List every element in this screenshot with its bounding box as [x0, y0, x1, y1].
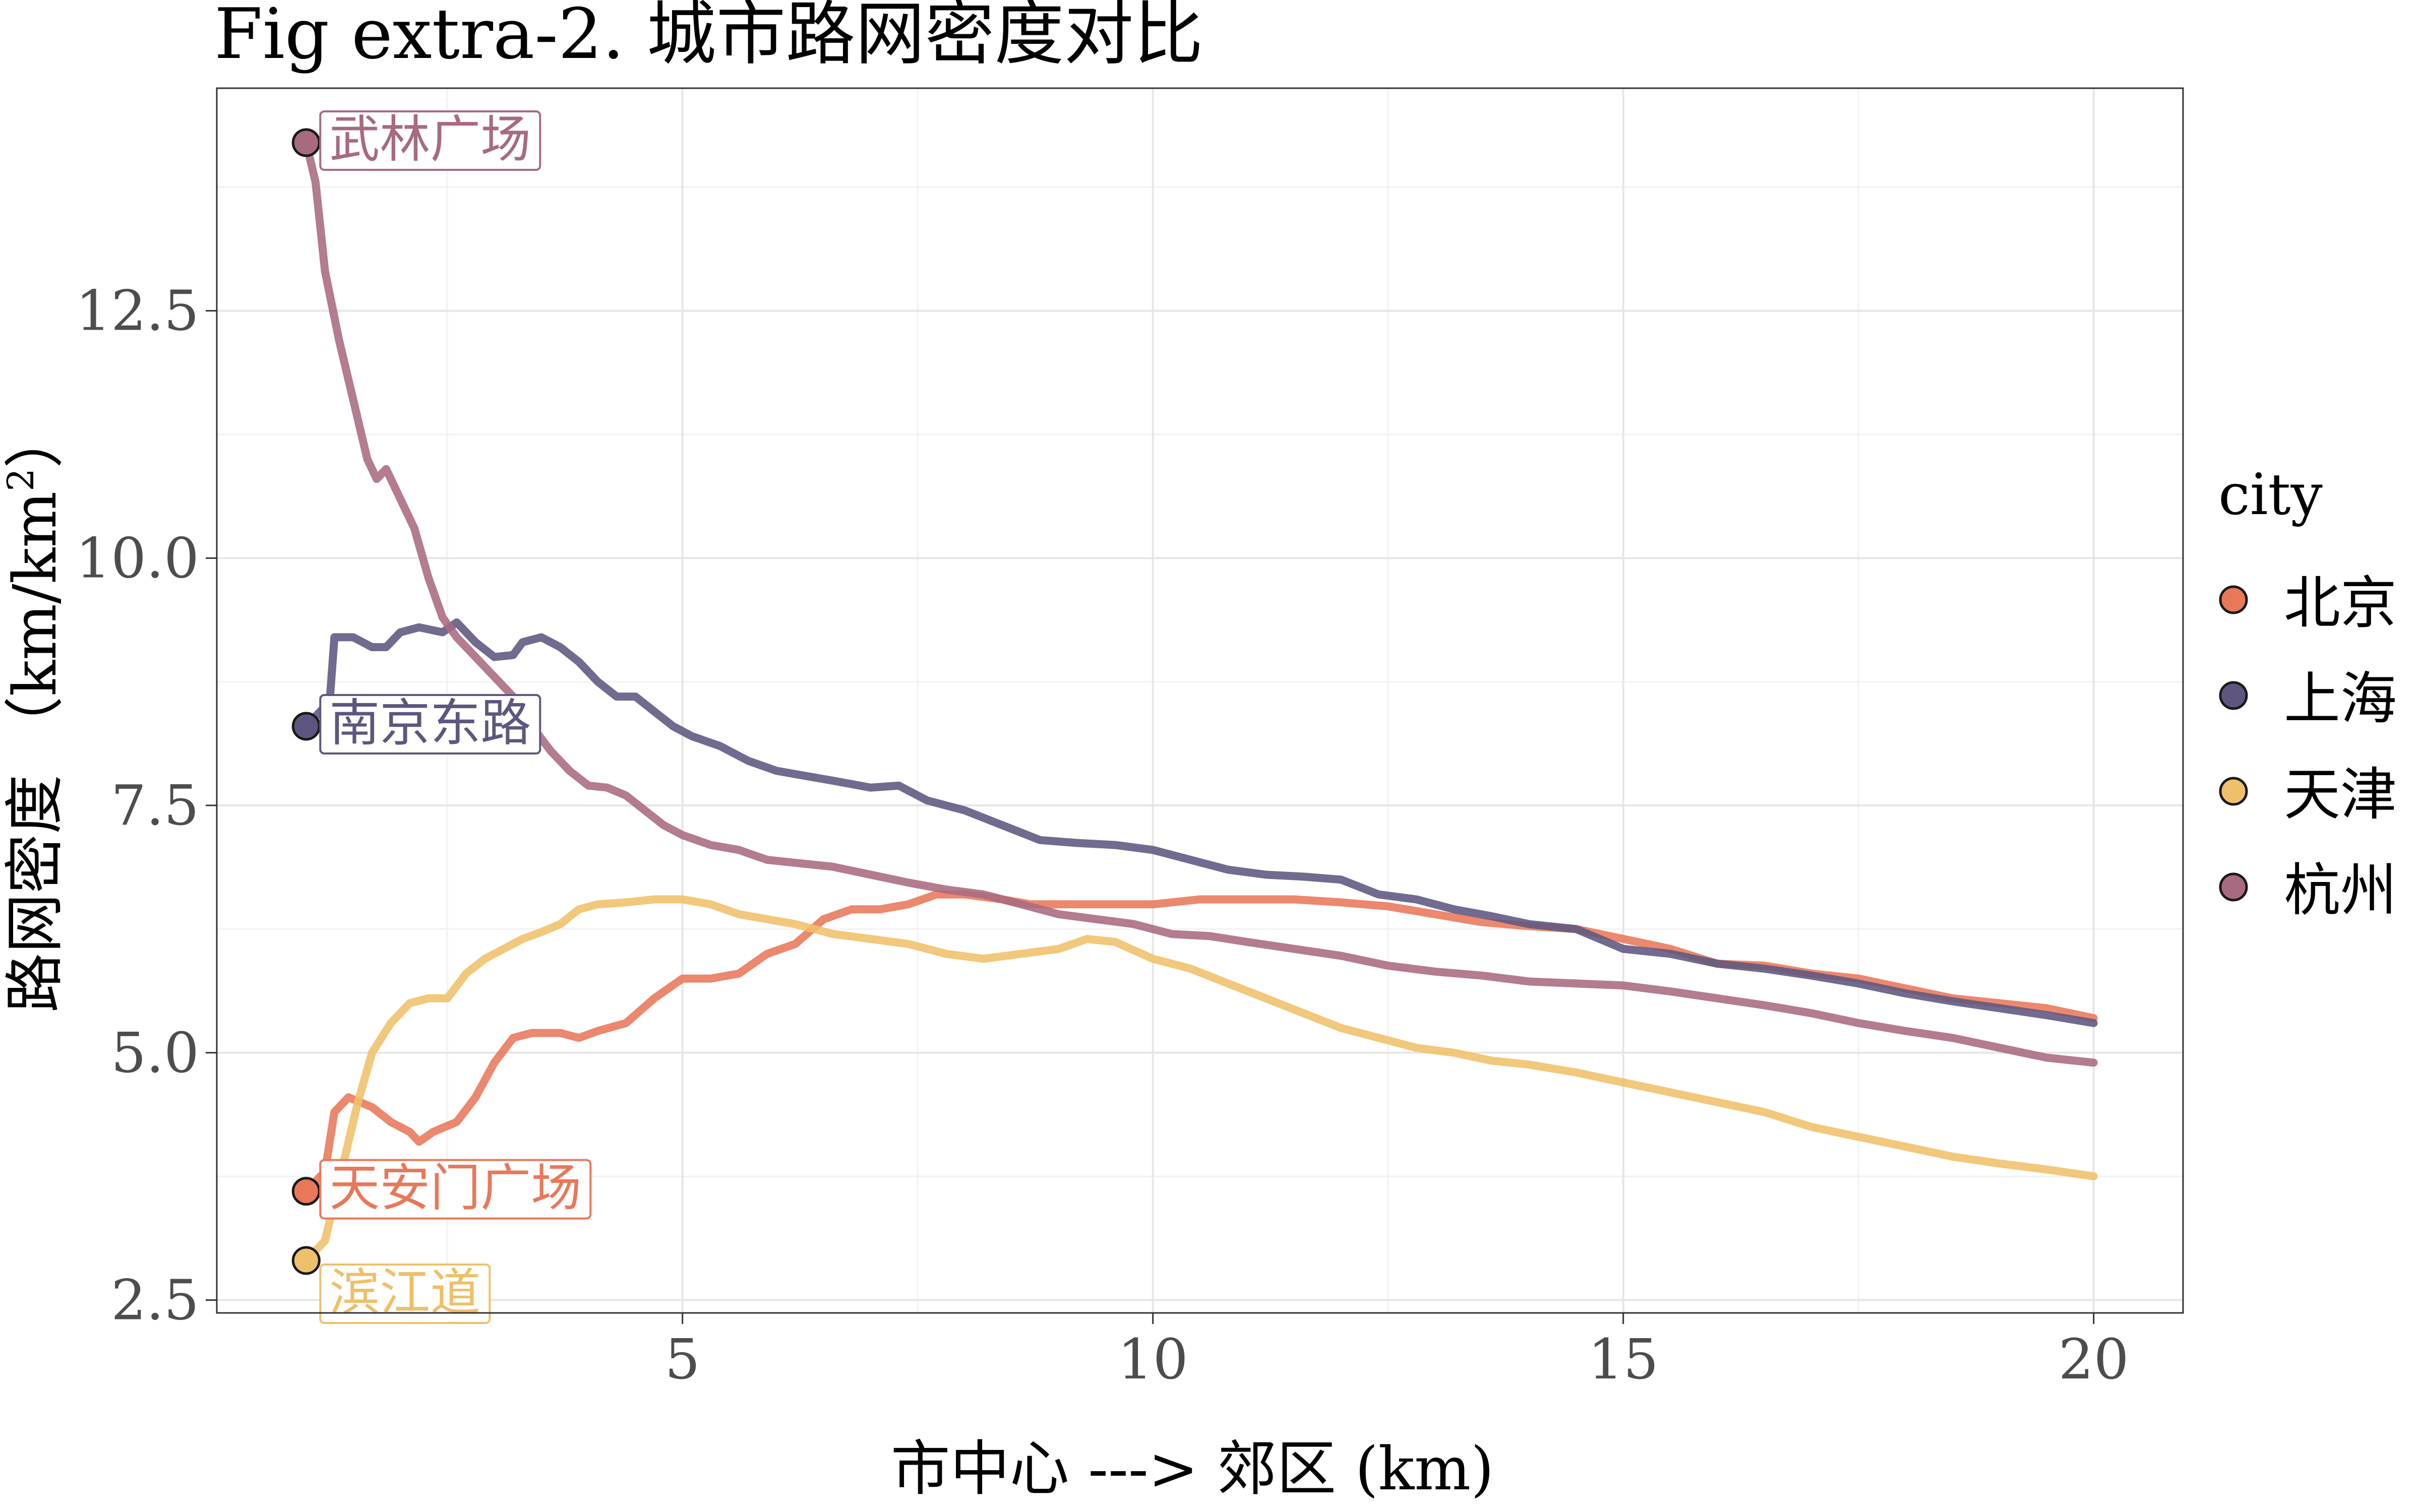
start-point-北京	[291, 1177, 321, 1206]
y-tick-label: 5.0	[111, 1021, 199, 1085]
y-axis: 2.5 5.0 7.5 10.0 12.5	[76, 279, 217, 1332]
x-tick-label: 5	[665, 1327, 700, 1392]
series-lines	[302, 139, 2098, 1265]
legend-item-上海: 上海	[2219, 666, 2397, 732]
x-tick-label: 15	[1588, 1327, 1659, 1392]
legend-item-杭州: 杭州	[2219, 858, 2397, 923]
start-label-box	[319, 1159, 592, 1220]
grid-minor	[217, 88, 2183, 1313]
start-label-北京: 天安门广场	[319, 1159, 592, 1220]
y-tick-label: 7.5	[111, 773, 199, 838]
series-line-北京	[302, 890, 2098, 1195]
legend-key-上海	[2219, 681, 2248, 710]
series-line-天津	[302, 895, 2098, 1265]
start-label-text: 武林广场	[329, 110, 531, 169]
start-label-box	[319, 1263, 491, 1324]
legend-label-北京: 北京	[2284, 571, 2397, 636]
y-axis-label: 路网密度 （km/km2）	[0, 409, 70, 1013]
start-label-杭州: 武林广场	[319, 110, 541, 171]
series-line-上海	[302, 618, 2098, 1027]
legend-label-上海: 上海	[2284, 666, 2397, 732]
legend-key-北京	[2219, 585, 2248, 614]
y-axis-label-close: ）	[0, 409, 70, 468]
legend-item-天津: 天津	[2219, 762, 2397, 828]
x-axis: 5 10 15 20	[665, 1313, 2129, 1392]
start-label-box	[319, 694, 541, 755]
start-point-杭州	[291, 128, 321, 157]
start-point-天津	[291, 1246, 321, 1275]
plot-background	[217, 88, 2183, 1313]
y-tick-label: 2.5	[111, 1268, 199, 1332]
grid-major	[217, 88, 2183, 1313]
x-tick-label: 10	[1118, 1327, 1188, 1392]
plot-border	[216, 87, 2184, 1314]
start-label-上海: 南京东路	[319, 694, 541, 755]
start-label-text: 天安门广场	[329, 1159, 581, 1218]
start-label-text: 南京东路	[329, 694, 531, 752]
start-label-text: 滨江道	[329, 1263, 480, 1322]
legend-key-天津	[2219, 777, 2248, 806]
legend-title: city	[2218, 462, 2323, 528]
y-axis-label-text: 路网密度 （km/km	[0, 491, 70, 1013]
x-axis-label: 市中心 ---> 郊区 (km)	[891, 1434, 1494, 1503]
legend-key-杭州	[2219, 872, 2248, 902]
y-tick-label: 12.5	[76, 279, 199, 343]
legend-label-杭州: 杭州	[2284, 858, 2397, 923]
legend-label-天津: 天津	[2284, 762, 2397, 828]
chart-title: Fig extra-2. 城市路网密度对比	[214, 0, 1203, 75]
start-label-天津: 滨江道	[319, 1263, 491, 1324]
series-line-杭州	[302, 139, 2098, 1067]
legend-item-北京: 北京	[2219, 571, 2397, 636]
start-label-box	[319, 110, 541, 171]
x-tick-label: 20	[2059, 1327, 2129, 1392]
start-point-上海	[291, 712, 321, 741]
y-axis-label-superscript: 2	[0, 468, 42, 491]
y-tick-label: 10.0	[76, 526, 199, 590]
